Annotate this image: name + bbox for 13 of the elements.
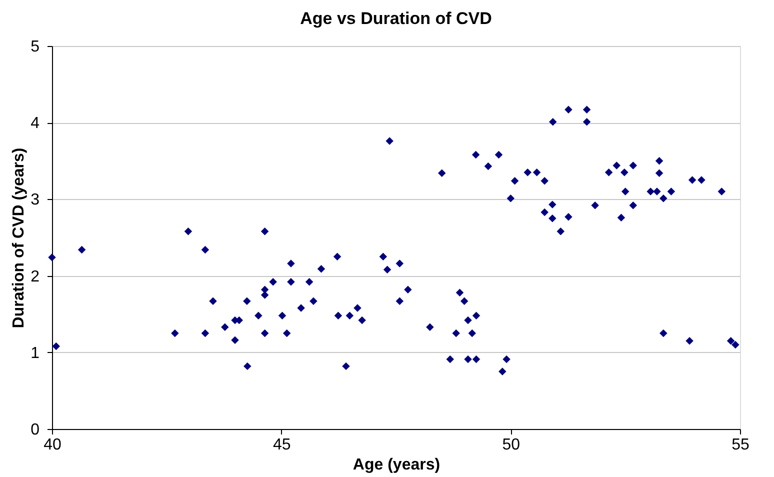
y-tick-label: 5 (30, 38, 40, 56)
x-tick-label: 50 (502, 436, 520, 454)
x-axis-title: Age (years) (352, 456, 440, 474)
x-tick-label: 55 (732, 436, 750, 454)
y-tick-label: 1 (30, 344, 40, 362)
chart-title: Age vs Duration of CVD (300, 9, 492, 28)
y-tick-label: 0 (30, 422, 40, 438)
y-tick-label: 4 (30, 115, 40, 132)
y-tick-label: 3 (30, 192, 40, 209)
y-axis-title: Duration of CVD (years) (10, 148, 28, 328)
y-tick-label: 2 (30, 268, 40, 286)
x-tick-label: 45 (272, 436, 291, 454)
x-tick-label: 40 (44, 436, 62, 454)
